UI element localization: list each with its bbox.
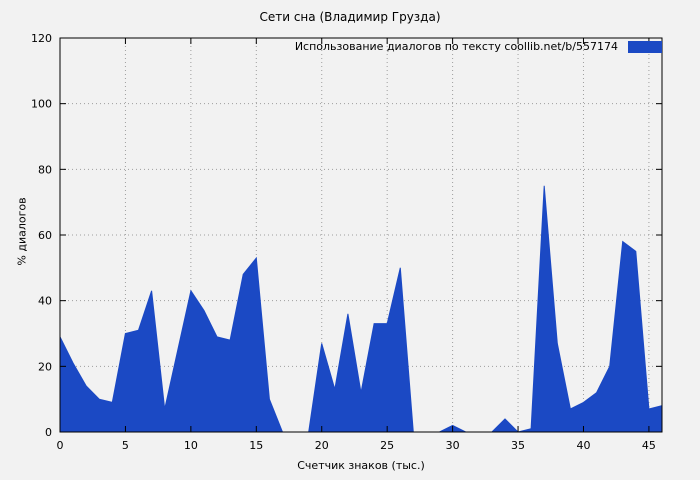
svg-text:25: 25 <box>380 439 394 452</box>
svg-text:60: 60 <box>38 229 52 242</box>
svg-text:0: 0 <box>45 426 52 439</box>
svg-text:10: 10 <box>184 439 198 452</box>
svg-text:100: 100 <box>31 98 52 111</box>
svg-text:5: 5 <box>122 439 129 452</box>
svg-text:30: 30 <box>446 439 460 452</box>
svg-text:20: 20 <box>38 360 52 373</box>
x-axis-label: Счетчик знаков (тыс.) <box>297 459 425 472</box>
svg-text:40: 40 <box>38 295 52 308</box>
svg-text:80: 80 <box>38 163 52 176</box>
svg-text:45: 45 <box>642 439 656 452</box>
svg-text:40: 40 <box>576 439 590 452</box>
svg-text:20: 20 <box>315 439 329 452</box>
chart-title: Сети сна (Владимир Грузда) <box>259 10 441 24</box>
svg-text:35: 35 <box>511 439 525 452</box>
legend-label: Использование диалогов по тексту coollib… <box>294 40 618 53</box>
svg-text:0: 0 <box>57 439 64 452</box>
legend: Использование диалогов по тексту coollib… <box>295 40 662 53</box>
svg-text:120: 120 <box>31 32 52 45</box>
y-axis-label: % диалогов <box>15 197 29 266</box>
svg-text:15: 15 <box>249 439 263 452</box>
legend-swatch <box>628 40 662 53</box>
